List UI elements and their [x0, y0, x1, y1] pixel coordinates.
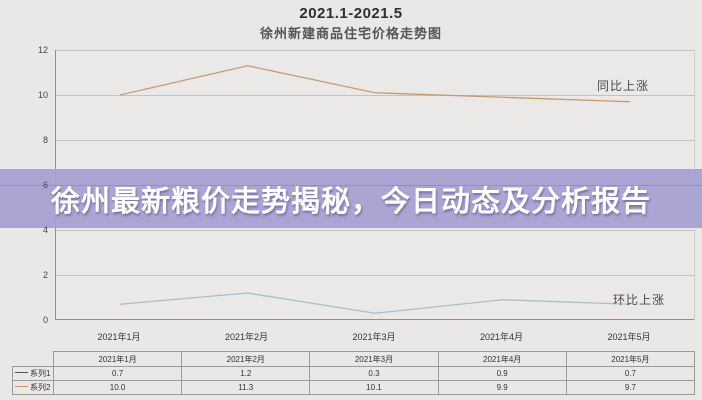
table-cell: 10.0 [52, 380, 183, 395]
y-axis-tick-label: 6 [42, 180, 48, 190]
series-plot [119, 65, 631, 314]
table-corner-cell [13, 352, 54, 367]
table-cell: 0.9 [437, 366, 567, 381]
data-table: 2021年1月 2021年2月 2021年3月 2021年4月 2021年5月 系列1 0.… [12, 351, 696, 395]
series-label-huanbi: 环比上涨 [613, 293, 666, 307]
table-header-cell: 2021年4月 [437, 351, 567, 367]
series-label-tongbi: 同比上涨 [597, 79, 650, 93]
table-row: 系列2 10.0 11.3 10.1 9.9 9.7 [12, 380, 696, 395]
chart-title: 徐州新建商品住宅价格走势图 [259, 26, 442, 41]
headline-banner: 徐州最新粮价走势揭秘，今日动态及分析报告 [0, 169, 702, 228]
headline-text: 徐州最新粮价走势揭秘，今日动态及分析报告 [50, 185, 651, 218]
table-cell: 11.3 [181, 380, 311, 395]
x-axis-label: 2021年5月 [607, 332, 651, 342]
chart-title-period: 2021.1-2021.5 [299, 5, 403, 22]
table-cell: 1.2 [181, 366, 311, 381]
table-cell: 10.1 [309, 380, 439, 395]
table-header-cell: 2021年1月 [52, 351, 183, 367]
banner-gridline-artifact [0, 185, 702, 186]
table-header-cell: 2021年5月 [565, 351, 696, 367]
series-line-系列2 [119, 65, 631, 103]
series-marker-icon [15, 386, 28, 388]
y-axis-tick-label: 8 [42, 135, 48, 145]
table-header-cell: 2021年2月 [181, 351, 311, 367]
series-marker-icon [15, 372, 28, 374]
gridline [56, 230, 694, 231]
gridline [56, 50, 694, 51]
table-row-label: 系列2 [12, 380, 54, 395]
table-header-cell: 2021年3月 [309, 351, 439, 367]
table-row: 系列1 0.7 1.2 0.3 0.9 0.7 [12, 366, 696, 381]
table-header-row: 2021年1月 2021年2月 2021年3月 2021年4月 2021年5月 [13, 351, 696, 367]
x-axis-label: 2021年1月 [97, 332, 141, 342]
y-axis-tick-label: 4 [42, 225, 48, 235]
x-axis-line [56, 319, 694, 320]
table-cell: 0.7 [52, 366, 183, 381]
x-axis-label: 2021年2月 [224, 332, 269, 342]
gridline [56, 275, 694, 276]
table-cell: 0.3 [309, 366, 439, 381]
x-axis-label: 2021年3月 [352, 332, 396, 342]
y-axis-tick-label: 0 [42, 315, 48, 325]
gridline [56, 95, 694, 96]
y-axis-tick-label: 10 [37, 90, 48, 100]
table-cell: 0.7 [565, 366, 696, 381]
table-row-label: 系列1 [12, 366, 54, 381]
table-cell: 9.9 [437, 380, 567, 395]
table-cell: 9.7 [565, 380, 696, 395]
data-table-body: 2021年1月 2021年2月 2021年3月 2021年4月 2021年5月 系列1 0.… [12, 351, 696, 395]
y-axis: 0 2 4 6 8 10 12 [0, 0, 50, 340]
y-axis-tick-label: 12 [37, 45, 48, 55]
y-axis-tick-label: 2 [42, 270, 48, 280]
x-axis-label: 2021年4月 [479, 332, 524, 342]
series-line-系列1 [119, 292, 631, 314]
gridline [56, 140, 694, 141]
